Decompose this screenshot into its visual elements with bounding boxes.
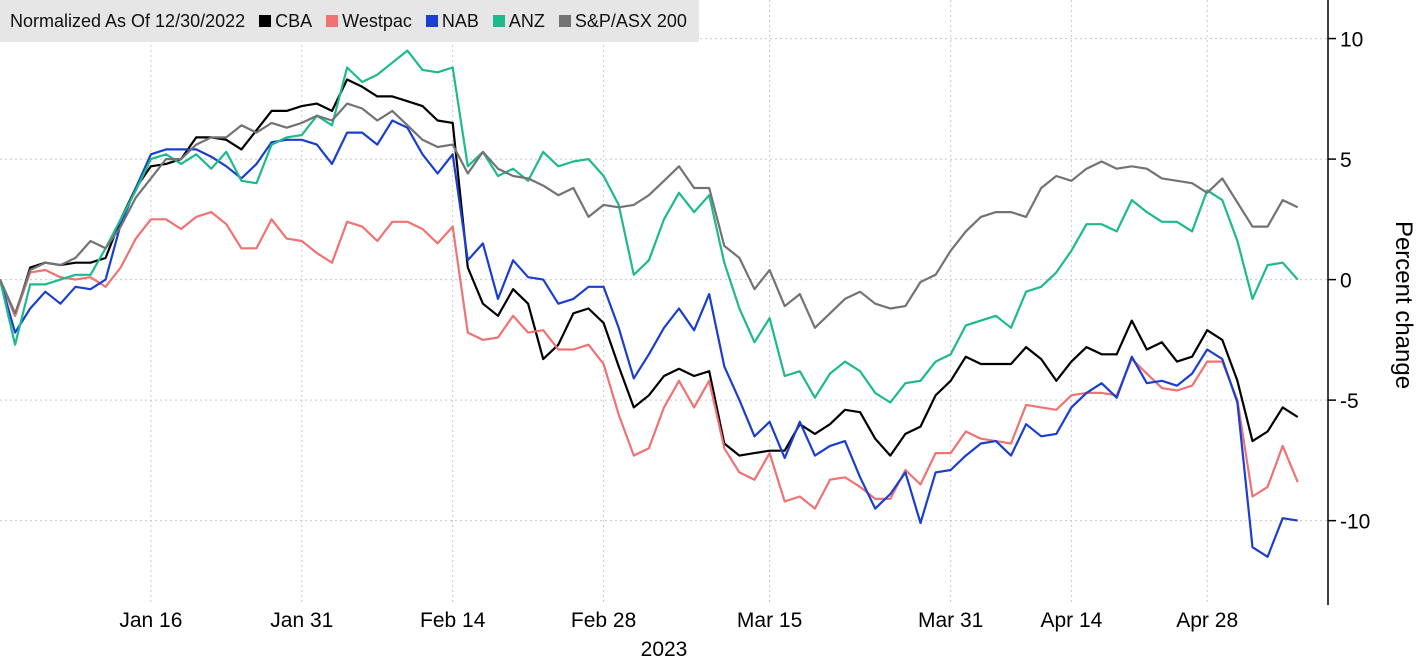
legend-item: NAB — [425, 10, 479, 32]
y-tick-label: 0 — [1340, 270, 1352, 293]
legend-label: NAB — [441, 10, 479, 31]
y-tick-label: -10 — [1340, 511, 1370, 534]
legend-swatch — [558, 15, 571, 27]
legend-label: S&P/ASX 200 — [574, 10, 687, 31]
x-tick-label: Jan 16 — [119, 609, 182, 632]
series-line — [0, 119, 1298, 558]
x-tick-label: Feb 14 — [420, 609, 486, 632]
legend-swatch — [326, 15, 339, 27]
x-tick-label: Apr 28 — [1176, 609, 1238, 632]
y-tick-label: 5 — [1340, 149, 1352, 172]
legend-swatch — [259, 15, 272, 27]
legend-item: ANZ — [492, 10, 545, 32]
x-tick-label: Mar 15 — [737, 609, 802, 632]
legend-title: Normalized As Of 12/30/2022 — [10, 10, 246, 31]
x-axis-label: 2023 — [641, 638, 688, 661]
series-line — [0, 78, 1299, 457]
x-tick-label: Feb 28 — [571, 609, 636, 632]
legend: Normalized As Of 12/30/2022 CBA Westpac NA… — [0, 0, 699, 42]
y-axis-label: Percent change — [1390, 221, 1417, 389]
legend-swatch — [492, 15, 505, 27]
legend-item: Westpac — [326, 11, 412, 32]
x-tick-label: Mar 31 — [918, 609, 983, 632]
series-line — [0, 49, 1299, 404]
y-tick-label: -5 — [1340, 390, 1359, 413]
x-tick-label: Apr 14 — [1040, 609, 1102, 632]
x-tick-label: Jan 31 — [270, 609, 333, 632]
legend-label: ANZ — [508, 10, 545, 31]
series-line — [0, 102, 1299, 329]
legend-label: Westpac — [342, 10, 412, 31]
legend-swatch — [425, 15, 438, 27]
legend-label: CBA — [275, 10, 313, 31]
y-tick-label: 10 — [1340, 29, 1363, 52]
legend-item: S&P/ASX 200 — [558, 10, 687, 32]
series-line — [0, 211, 1299, 510]
legend-item: CBA — [259, 11, 312, 32]
